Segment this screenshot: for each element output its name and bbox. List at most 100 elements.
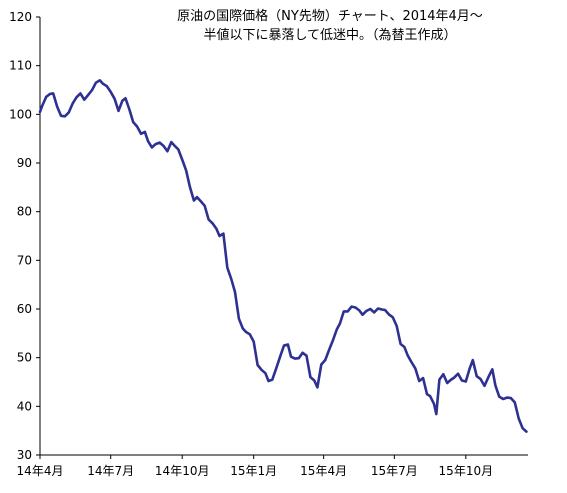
- data-point: [468, 367, 471, 370]
- data-point: [128, 108, 131, 111]
- y-tick-label: 80: [17, 205, 32, 219]
- y-tick-label: 100: [9, 107, 32, 121]
- data-point: [324, 359, 327, 361]
- chart-title-line-1: 原油の国際価格（NY先物）チャート、2014年4月～: [177, 9, 483, 24]
- data-point: [391, 316, 394, 319]
- data-point: [320, 363, 323, 366]
- data-point: [248, 333, 251, 336]
- data-point: [290, 355, 292, 358]
- data-point: [98, 79, 101, 82]
- y-tick-label: 120: [9, 10, 32, 24]
- data-point: [173, 144, 176, 147]
- data-point: [95, 81, 97, 84]
- y-tick-label: 60: [17, 302, 32, 316]
- data-point: [395, 325, 398, 327]
- x-tick-label: 15年1月: [230, 464, 277, 478]
- data-point: [200, 200, 202, 203]
- data-point: [45, 95, 48, 98]
- data-point: [313, 379, 316, 382]
- data-point: [442, 373, 445, 376]
- x-tick-label: 15年7月: [371, 464, 418, 478]
- data-point: [287, 343, 289, 346]
- data-point: [41, 104, 44, 107]
- data-point: [144, 131, 146, 133]
- plot-area: [38, 79, 528, 433]
- data-point: [185, 169, 188, 172]
- data-point: [309, 376, 312, 378]
- data-point: [294, 357, 296, 360]
- data-point: [342, 310, 345, 313]
- data-point: [83, 98, 86, 101]
- data-point: [39, 111, 41, 113]
- y-tick-label: 30: [17, 448, 32, 462]
- data-point: [203, 204, 206, 207]
- data-point: [79, 92, 82, 95]
- data-point: [384, 309, 386, 311]
- data-point: [117, 110, 120, 112]
- data-point: [241, 327, 244, 330]
- x-tick-label: 14年10月: [155, 464, 210, 478]
- data-point: [471, 359, 474, 361]
- data-point: [335, 328, 338, 331]
- data-point: [181, 158, 184, 161]
- data-point: [71, 102, 74, 105]
- data-point: [105, 85, 108, 87]
- data-point: [264, 372, 267, 375]
- x-tick-label: 14年4月: [17, 464, 64, 478]
- data-point: [283, 344, 285, 347]
- data-point: [67, 111, 70, 114]
- data-point: [271, 378, 274, 381]
- data-point: [414, 367, 417, 370]
- data-point: [517, 417, 520, 420]
- data-point: [267, 380, 270, 382]
- data-point: [56, 105, 58, 108]
- data-point: [256, 364, 259, 366]
- data-point: [381, 308, 383, 311]
- data-point: [245, 331, 247, 333]
- data-point: [475, 375, 478, 378]
- data-point: [464, 380, 467, 383]
- data-point: [113, 97, 116, 100]
- data-point: [102, 82, 104, 85]
- data-point: [75, 96, 78, 99]
- data-point: [49, 93, 51, 95]
- data-point: [260, 368, 263, 371]
- data-point: [365, 310, 368, 312]
- x-tick-label: 14年7月: [87, 464, 134, 478]
- data-point: [339, 322, 341, 325]
- data-point: [222, 232, 225, 235]
- data-point: [510, 397, 512, 399]
- data-point: [279, 355, 281, 358]
- data-point: [450, 378, 452, 381]
- data-point: [446, 382, 449, 384]
- data-point: [52, 92, 55, 95]
- data-point: [189, 186, 191, 189]
- data-point: [297, 357, 300, 360]
- data-point: [438, 378, 441, 381]
- data-point: [132, 121, 135, 123]
- data-point: [151, 146, 153, 149]
- data-point: [91, 89, 93, 91]
- data-point: [346, 310, 349, 313]
- data-point: [418, 380, 421, 382]
- data-point: [301, 351, 304, 354]
- data-point: [177, 148, 180, 151]
- data-point: [479, 378, 482, 380]
- data-point: [211, 222, 214, 225]
- y-tick-label: 90: [17, 156, 32, 170]
- y-tick-label: 70: [17, 253, 32, 267]
- data-point: [234, 291, 236, 293]
- data-point: [226, 266, 229, 269]
- data-point: [491, 368, 494, 371]
- data-point: [109, 91, 112, 93]
- data-point: [457, 372, 459, 375]
- x-tick-label: 15年10月: [439, 464, 494, 478]
- data-point: [87, 94, 90, 96]
- data-point: [316, 386, 319, 389]
- data-point: [358, 309, 361, 312]
- data-point: [502, 398, 504, 400]
- data-point: [525, 430, 528, 433]
- data-point: [506, 396, 508, 399]
- data-point: [207, 218, 210, 221]
